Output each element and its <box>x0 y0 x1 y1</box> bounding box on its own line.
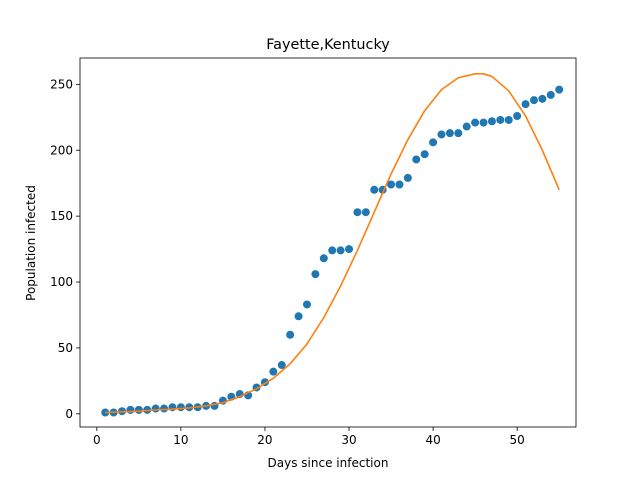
data-point <box>294 312 303 321</box>
plot-area <box>101 73 564 417</box>
data-point <box>361 208 370 217</box>
data-point <box>429 138 438 147</box>
data-point <box>387 180 396 189</box>
y-axis-label: Population infected <box>24 185 38 301</box>
data-point <box>311 270 320 279</box>
y-tick-label: 0 <box>65 407 73 421</box>
chart-title: Fayette,Kentucky <box>266 37 390 53</box>
data-point <box>487 117 496 126</box>
y-tick-label: 250 <box>50 77 73 91</box>
data-point <box>538 94 547 103</box>
data-point <box>353 208 362 217</box>
data-point <box>504 115 513 124</box>
data-point <box>471 118 480 127</box>
data-point <box>462 122 471 131</box>
fit-curve-line <box>105 73 560 414</box>
data-point <box>454 129 463 138</box>
x-tick-label: 50 <box>510 433 525 447</box>
x-tick-label: 20 <box>257 433 272 447</box>
data-point <box>336 246 345 255</box>
data-point <box>370 185 379 194</box>
data-point <box>345 245 354 254</box>
data-point <box>420 150 429 159</box>
data-point <box>521 100 530 109</box>
data-point <box>302 300 311 309</box>
data-point <box>403 173 412 182</box>
data-point <box>395 180 404 189</box>
data-point <box>496 115 505 124</box>
data-point <box>546 90 555 99</box>
y-tick-label: 200 <box>50 143 73 157</box>
data-point <box>269 367 278 376</box>
x-axis-label: Days since infection <box>268 456 389 470</box>
data-point <box>286 330 295 339</box>
data-point <box>126 405 135 414</box>
y-tick-label: 100 <box>50 275 73 289</box>
data-point <box>328 246 337 255</box>
data-point <box>151 404 160 413</box>
x-tick-label: 10 <box>173 433 188 447</box>
plot-axes: 0 10 20 30 40 50 0 50 100 150 200 250 <box>50 57 577 447</box>
plot-frame <box>79 57 577 428</box>
data-point <box>176 403 185 412</box>
data-point <box>479 118 488 127</box>
data-point <box>277 361 286 370</box>
x-tick-label: 0 <box>93 433 101 447</box>
y-tick-label: 150 <box>50 209 73 223</box>
data-point <box>160 404 169 413</box>
data-point <box>555 85 564 94</box>
data-point <box>319 254 328 263</box>
data-point <box>513 111 522 120</box>
y-tick-label: 50 <box>58 341 73 355</box>
data-point <box>134 405 143 414</box>
x-tick-label: 30 <box>341 433 356 447</box>
data-point <box>445 129 454 138</box>
data-point <box>437 130 446 139</box>
data-point <box>529 96 538 105</box>
x-tick-label: 40 <box>425 433 440 447</box>
data-point <box>412 155 421 164</box>
